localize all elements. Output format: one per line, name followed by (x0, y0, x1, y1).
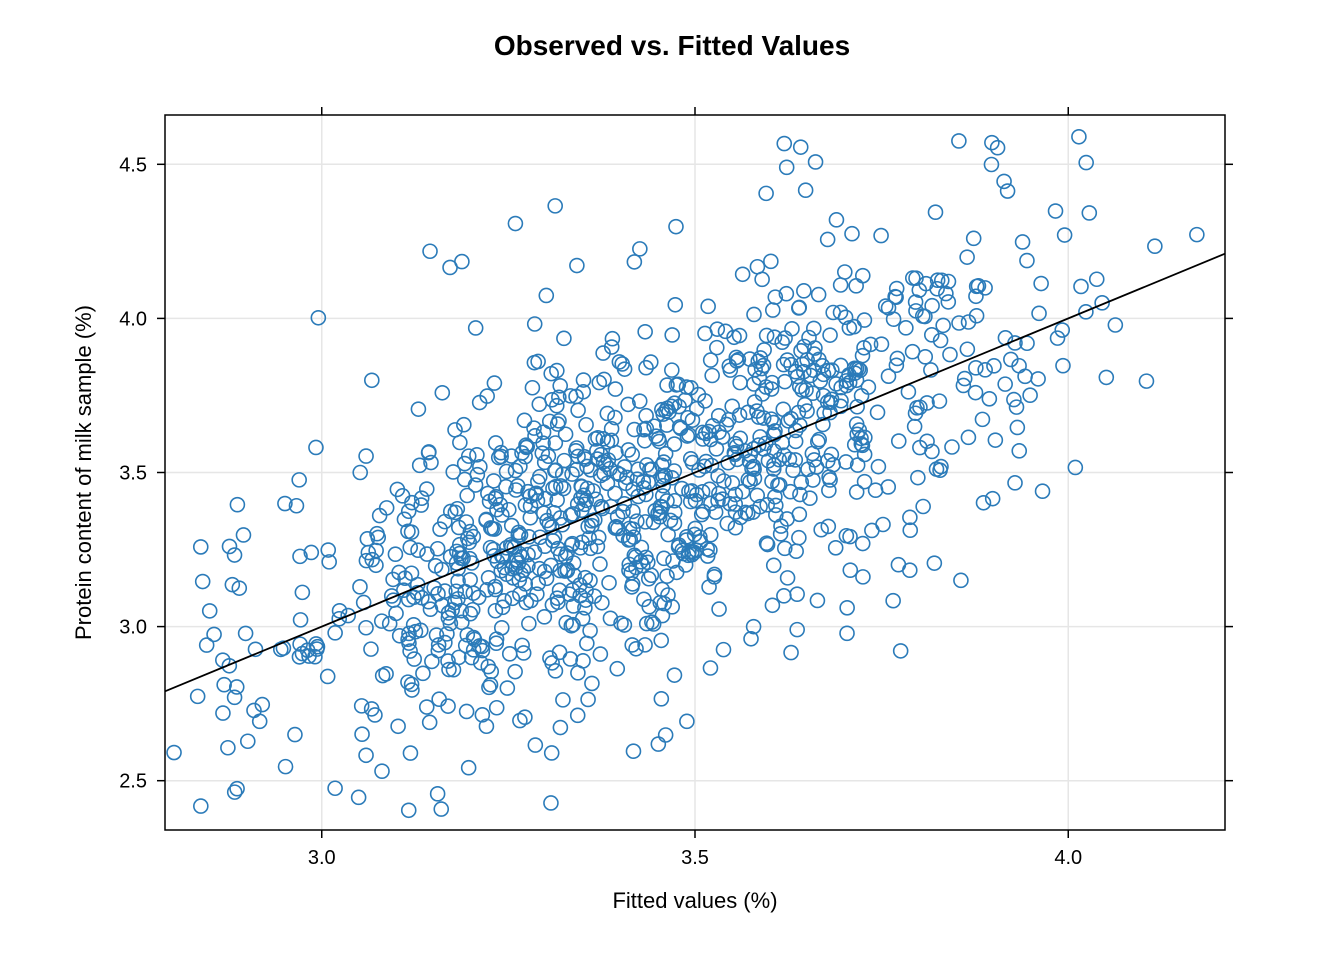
y-tick-label: 3.5 (119, 463, 147, 485)
y-tick-label: 3.0 (119, 617, 147, 639)
y-tick-label: 2.5 (119, 771, 147, 793)
y-tick-label: 4.5 (119, 154, 147, 176)
x-axis-label: Fitted values (%) (612, 888, 777, 913)
chart-background (0, 0, 1344, 960)
chart-title: Observed vs. Fitted Values (494, 30, 850, 61)
x-tick-label: 3.0 (308, 847, 336, 869)
scatter-chart: 3.0 3.5 4.0 2.5 3.0 3.5 4.0 4.5 Fitted values (%… (0, 0, 1344, 960)
x-tick-label: 4.0 (1054, 847, 1082, 869)
y-tick-label: 4.0 (119, 308, 147, 330)
y-axis-label: Protein content of milk sample (%) (71, 305, 96, 640)
x-tick-label: 3.5 (681, 847, 709, 869)
chart-svg: 3.0 3.5 4.0 2.5 3.0 3.5 4.0 4.5 Fitted values (%… (0, 0, 1344, 960)
